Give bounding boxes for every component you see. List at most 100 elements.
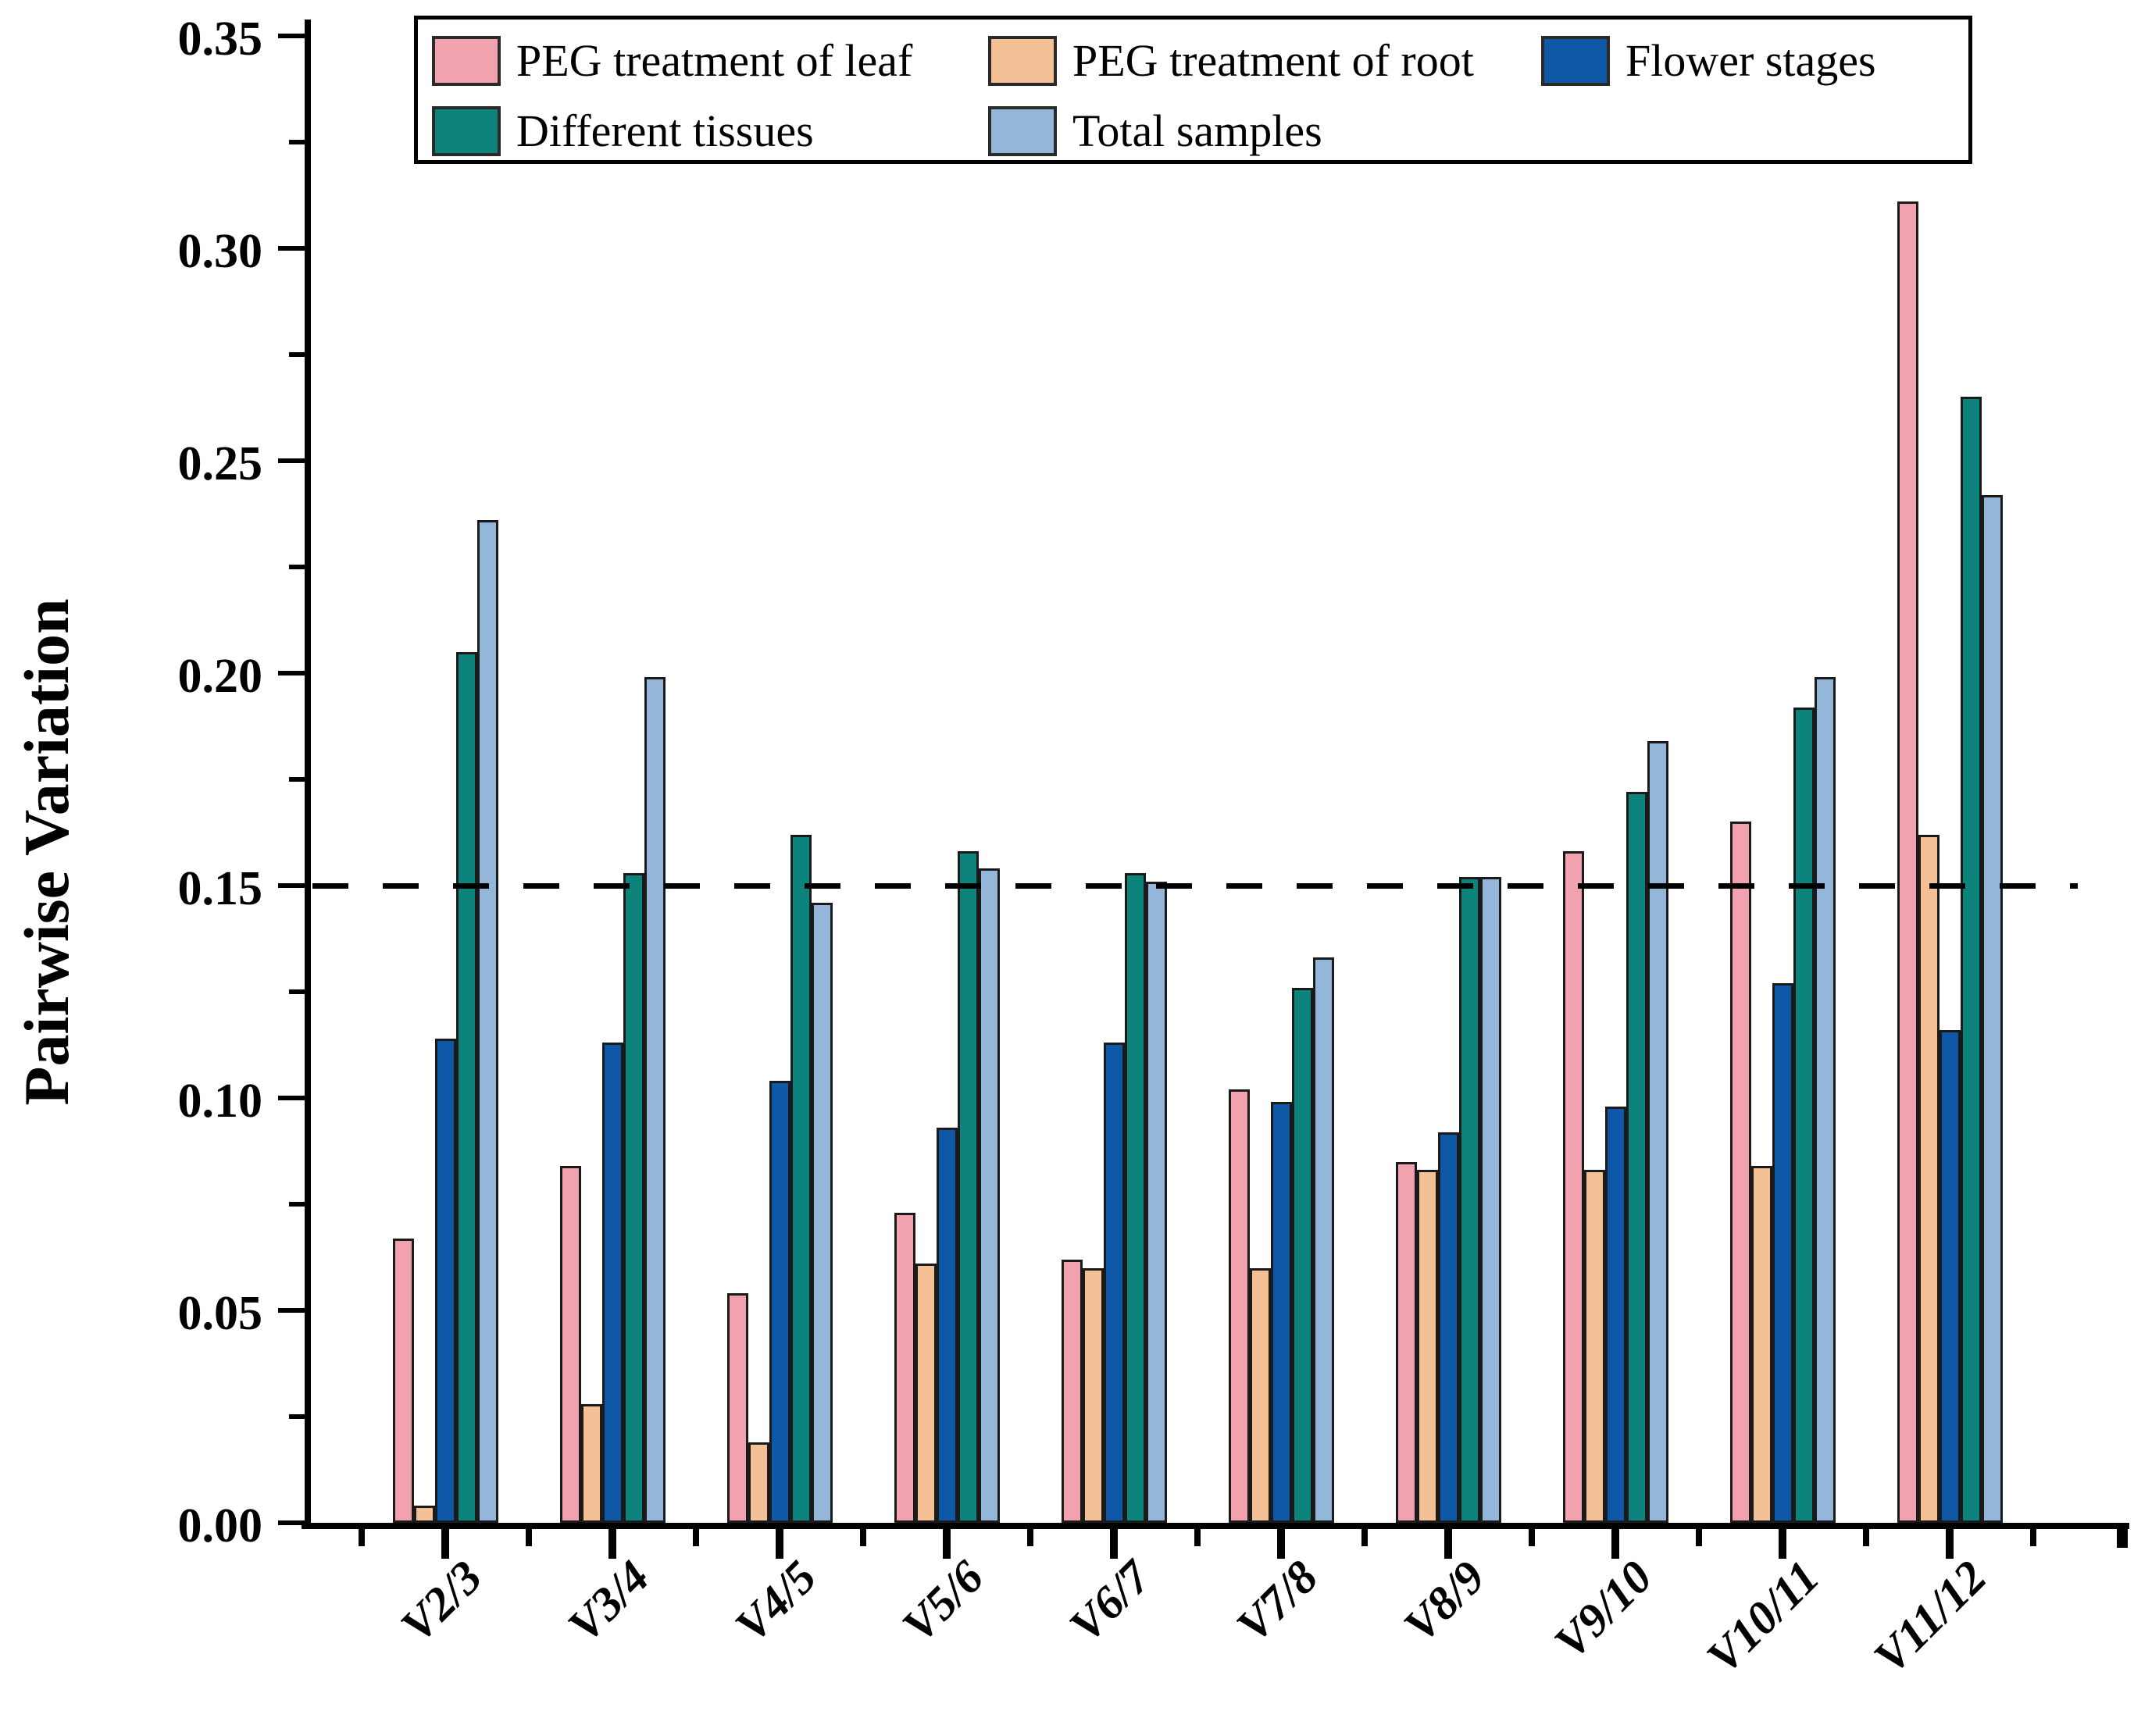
bar-V10-11-series-4	[1814, 677, 1836, 1523]
bar-V3-4-series-3	[623, 872, 644, 1523]
bar-V7-8-series-0	[1228, 1089, 1250, 1523]
bar-V8-9-series-1	[1416, 1170, 1438, 1523]
y-major-tick	[278, 1096, 311, 1100]
bar-V7-8-series-2	[1270, 1102, 1292, 1523]
x-major-tick	[1779, 1529, 1786, 1559]
x-major-tick	[1946, 1529, 1954, 1559]
x-major-tick	[608, 1529, 616, 1559]
legend-label: PEG treatment of root	[1072, 35, 1474, 86]
y-tick-label: 0.10	[177, 1075, 263, 1128]
y-minor-tick	[289, 989, 305, 994]
y-major-tick	[278, 671, 311, 676]
bar-V7-8-series-4	[1312, 957, 1334, 1523]
bar-V7-8-series-1	[1249, 1267, 1271, 1523]
legend-row: PEG treatment of leaf PEG treatment of ro…	[418, 26, 1968, 96]
x-major-tick	[943, 1529, 951, 1559]
bar-V8-9-series-4	[1479, 877, 1501, 1523]
bar-V10-11-series-1	[1750, 1166, 1772, 1523]
x-major-tick	[1277, 1529, 1285, 1559]
x-minor-tick	[860, 1529, 866, 1546]
legend-label: PEG treatment of leaf	[516, 35, 913, 86]
bar-V5-6-series-4	[978, 868, 1000, 1523]
y-tick-label: 0.15	[177, 862, 263, 915]
bar-V4-5-series-4	[811, 902, 833, 1523]
legend-swatch	[988, 106, 1057, 156]
y-major-tick	[278, 458, 311, 463]
y-minor-tick	[289, 565, 305, 569]
x-minor-tick	[1194, 1529, 1201, 1546]
bar-V11-12-series-4	[1981, 494, 2003, 1523]
bar-V5-6-series-0	[894, 1212, 915, 1523]
x-major-tick	[776, 1529, 783, 1559]
x-major-tick	[1110, 1529, 1118, 1559]
y-axis-line	[305, 20, 311, 1529]
bar-V9-10-series-2	[1604, 1106, 1626, 1523]
x-minor-tick	[1529, 1529, 1535, 1546]
legend-swatch	[1541, 36, 1610, 86]
bar-V6-7-series-4	[1145, 881, 1167, 1523]
bar-V2-3-series-4	[476, 520, 498, 1523]
y-minor-tick	[289, 1202, 305, 1207]
legend-label: Total samples	[1072, 105, 1322, 156]
bar-V3-4-series-0	[559, 1166, 581, 1523]
y-minor-tick	[289, 1414, 305, 1419]
bar-V5-6-series-1	[915, 1264, 937, 1523]
bar-V5-6-series-3	[957, 851, 979, 1523]
legend-swatch	[432, 106, 501, 156]
y-major-tick	[278, 34, 311, 38]
y-tick-label: 0.35	[177, 12, 263, 66]
legend-item: PEG treatment of leaf	[432, 26, 912, 96]
bar-V9-10-series-3	[1625, 792, 1647, 1523]
bar-V2-3-series-1	[413, 1506, 435, 1523]
y-tick-label: 0.05	[177, 1287, 263, 1340]
x-minor-tick	[359, 1529, 365, 1546]
reference-line-0.15	[312, 883, 2078, 889]
x-axis-line	[302, 1523, 2129, 1529]
y-tick-label: 0.20	[177, 650, 263, 703]
y-minor-tick	[289, 352, 305, 357]
legend-item: Different tissues	[432, 96, 814, 166]
bar-V8-9-series-3	[1458, 877, 1480, 1523]
bar-V4-5-series-0	[726, 1293, 748, 1523]
x-minor-tick	[2030, 1529, 2036, 1546]
x-minor-tick	[1696, 1529, 1702, 1546]
legend-item: PEG treatment of root	[988, 26, 1474, 96]
x-end-tick	[2117, 1529, 2128, 1548]
bar-V9-10-series-1	[1583, 1170, 1605, 1523]
y-major-tick	[278, 1520, 311, 1525]
bar-V4-5-series-1	[748, 1442, 769, 1523]
bar-V8-9-series-2	[1437, 1132, 1459, 1523]
x-minor-tick	[1863, 1529, 1869, 1546]
y-minor-tick	[289, 140, 305, 144]
x-tick-label: V2/3	[391, 1550, 492, 1652]
bar-V4-5-series-2	[769, 1081, 790, 1523]
bar-V11-12-series-1	[1918, 834, 1940, 1523]
bar-V3-4-series-1	[580, 1403, 602, 1523]
legend-swatch	[988, 36, 1057, 86]
bar-V10-11-series-2	[1772, 983, 1793, 1523]
bar-V8-9-series-0	[1395, 1161, 1417, 1523]
bar-V6-7-series-0	[1061, 1259, 1083, 1523]
y-tick-label: 0.25	[177, 437, 263, 490]
legend-swatch	[432, 36, 501, 86]
bar-V11-12-series-0	[1897, 201, 1918, 1523]
bar-V10-11-series-0	[1729, 822, 1751, 1523]
legend-label: Flower stages	[1625, 35, 1876, 86]
y-major-tick	[278, 883, 311, 888]
x-minor-tick	[693, 1529, 699, 1546]
legend-label: Different tissues	[516, 105, 814, 156]
bar-V4-5-series-3	[790, 834, 812, 1523]
bar-V3-4-series-4	[644, 677, 666, 1523]
x-major-tick	[1444, 1529, 1452, 1559]
y-minor-tick	[289, 777, 305, 782]
legend-row: Different tissues Total samples	[418, 96, 1968, 166]
bar-V11-12-series-3	[1960, 397, 1982, 1523]
bar-V9-10-series-0	[1562, 851, 1584, 1523]
bar-V2-3-series-0	[392, 1238, 414, 1523]
x-minor-tick	[526, 1529, 532, 1546]
x-major-tick	[441, 1529, 449, 1559]
bar-V6-7-series-2	[1103, 1043, 1125, 1523]
bar-V10-11-series-3	[1793, 707, 1815, 1523]
legend-item: Total samples	[988, 96, 1322, 166]
